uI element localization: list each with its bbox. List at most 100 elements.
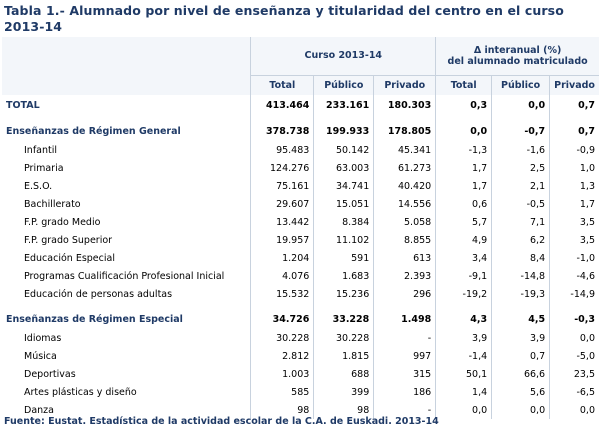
- row-label: Danza: [24, 404, 54, 416]
- cell-value: -4,6: [549, 267, 599, 285]
- cell-value: 6,2: [491, 231, 550, 249]
- table-row: Bachillerato 29.607 15.051 14.556 0,6 -0,5 1,7: [2, 195, 599, 213]
- row-label: Primaria: [24, 162, 64, 174]
- cell-value: 8.384: [313, 213, 374, 231]
- cell-value: 413.464: [250, 95, 314, 115]
- cell-value: 0,3: [435, 95, 492, 115]
- column-header: Total: [435, 75, 492, 95]
- table-row: Educación de personas adultas 15.532 15.23…: [2, 285, 599, 303]
- row-label: F.P. grado Superior: [24, 234, 113, 246]
- table-body: TOTAL 413.464 233.161 180.303 0,3 0,0 0,7 Enseñ…: [2, 95, 599, 419]
- cell-value: -1,4: [435, 347, 492, 365]
- cell-value: 3,4: [435, 249, 492, 267]
- cell-value: 585: [250, 383, 314, 401]
- cell-value: 2.393: [373, 267, 436, 285]
- cell-value: 0,0: [549, 329, 599, 347]
- cell-value: 14.556: [373, 195, 436, 213]
- data-table: Curso 2013-14 Δ interanual (%) del alumn…: [2, 37, 599, 419]
- cell-value: 98: [250, 401, 314, 419]
- cell-value: 4,5: [491, 309, 550, 329]
- cell-value: 591: [313, 249, 374, 267]
- row-label: TOTAL: [6, 99, 40, 111]
- cell-value: 5,6: [491, 383, 550, 401]
- cell-value: 8,4: [491, 249, 550, 267]
- cell-value: -19,3: [491, 285, 550, 303]
- cell-value: 63.003: [313, 159, 374, 177]
- cell-value: 29.607: [250, 195, 314, 213]
- cell-value: 5,7: [435, 213, 492, 231]
- cell-value: 0,0: [549, 401, 599, 419]
- table-row-total: Enseñanzas de Régimen General 378.738 199.…: [2, 121, 599, 141]
- header-row-groups: Curso 2013-14 Δ interanual (%) del alumn…: [2, 37, 599, 76]
- header-corner-2: [2, 75, 251, 95]
- row-label: Educación Especial: [24, 252, 115, 264]
- row-label: Deportivas: [24, 368, 76, 380]
- table-row: Primaria 124.276 63.003 61.273 1,7 2,5 1,0: [2, 159, 599, 177]
- cell-value: 688: [313, 365, 374, 383]
- table-row: Educación Especial 1.204 591 613 3,4 8,4 -1,0: [2, 249, 599, 267]
- cell-value: 30.228: [313, 329, 374, 347]
- cell-value: 0,7: [549, 121, 599, 141]
- row-label: E.S.O.: [24, 180, 53, 192]
- cell-value: 199.933: [313, 121, 374, 141]
- cell-value: -0,3: [549, 309, 599, 329]
- cell-value: 3,9: [435, 329, 492, 347]
- cell-value: -0,7: [491, 121, 550, 141]
- header-group-delta-line1: Δ interanual (%): [473, 44, 562, 56]
- cell-value: -6,5: [549, 383, 599, 401]
- cell-value: 1.498: [373, 309, 436, 329]
- cell-value: 4.076: [250, 267, 314, 285]
- column-header: Público: [313, 75, 374, 95]
- column-header: Privado: [373, 75, 436, 95]
- table-row: F.P. grado Superior 19.957 11.102 8.855 4,9 6…: [2, 231, 599, 249]
- cell-value: 1,3: [549, 177, 599, 195]
- cell-value: 1,7: [435, 159, 492, 177]
- row-label: Artes plásticas y diseño: [24, 386, 137, 398]
- cell-value: 33.228: [313, 309, 374, 329]
- cell-value: 61.273: [373, 159, 436, 177]
- cell-value: 95.483: [250, 141, 314, 159]
- cell-value: 1.683: [313, 267, 374, 285]
- row-label: Idiomas: [24, 332, 62, 344]
- cell-value: 66,6: [491, 365, 550, 383]
- cell-value: 0,6: [435, 195, 492, 213]
- cell-value: 1,4: [435, 383, 492, 401]
- cell-value: 0,7: [491, 347, 550, 365]
- cell-value: -14,8: [491, 267, 550, 285]
- cell-value: 50,1: [435, 365, 492, 383]
- cell-value: -: [373, 401, 436, 419]
- spacer-row: [2, 303, 599, 309]
- table-row: E.S.O. 75.161 34.741 40.420 1,7 2,1 1,3: [2, 177, 599, 195]
- cell-value: 399: [313, 383, 374, 401]
- cell-value: 7,1: [491, 213, 550, 231]
- table-row: Deportivas 1.003 688 315 50,1 66,6 23,5: [2, 365, 599, 383]
- cell-value: 0,0: [491, 401, 550, 419]
- cell-value: 4,9: [435, 231, 492, 249]
- table-row: Infantil 95.483 50.142 45.341 -1,3 -1,6 -0,9: [2, 141, 599, 159]
- cell-value: 3,5: [549, 213, 599, 231]
- cell-value: -0,5: [491, 195, 550, 213]
- cell-value: -1,0: [549, 249, 599, 267]
- row-label: Infantil: [24, 144, 58, 156]
- row-label: Música: [24, 350, 57, 362]
- cell-value: 75.161: [250, 177, 314, 195]
- cell-value: 613: [373, 249, 436, 267]
- cell-value: 2,1: [491, 177, 550, 195]
- cell-value: 15.532: [250, 285, 314, 303]
- table-row: Artes plásticas y diseño 585 399 186 1,4 5,6-…: [2, 383, 599, 401]
- cell-value: 23,5: [549, 365, 599, 383]
- cell-value: 40.420: [373, 177, 436, 195]
- cell-value: 1,7: [549, 195, 599, 213]
- cell-value: 50.142: [313, 141, 374, 159]
- cell-value: 1.815: [313, 347, 374, 365]
- row-label: Enseñanzas de Régimen Especial: [6, 313, 183, 325]
- cell-value: 997: [373, 347, 436, 365]
- cell-value: 30.228: [250, 329, 314, 347]
- cell-value: 186: [373, 383, 436, 401]
- cell-value: 34.741: [313, 177, 374, 195]
- cell-value: 2.812: [250, 347, 314, 365]
- column-header: Público: [491, 75, 550, 95]
- cell-value: 8.855: [373, 231, 436, 249]
- cell-value: 233.161: [313, 95, 374, 115]
- cell-value: 3,5: [549, 231, 599, 249]
